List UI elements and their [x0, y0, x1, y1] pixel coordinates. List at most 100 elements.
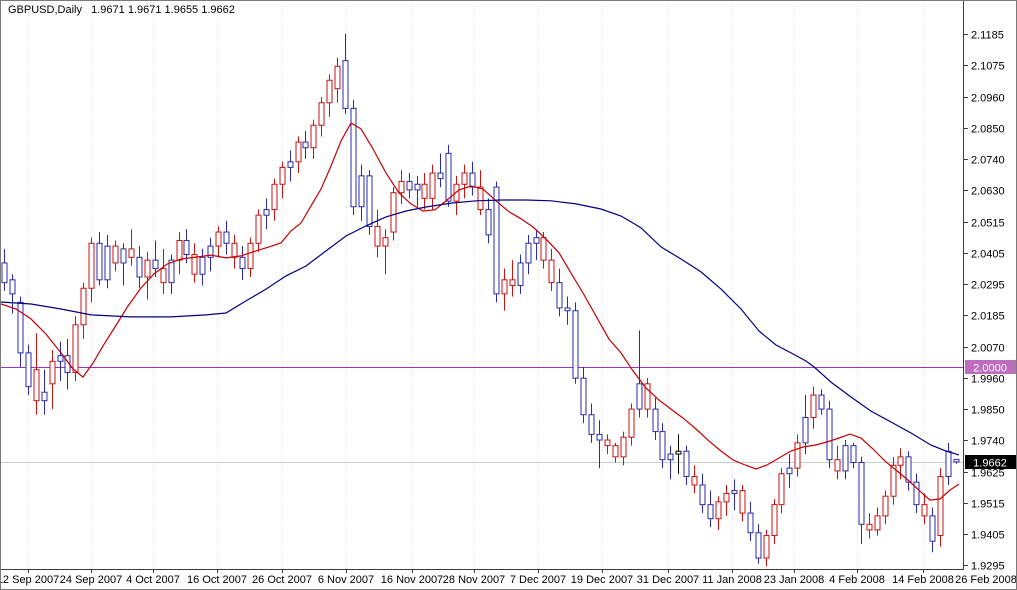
x-axis-label[interactable]: 7 Dec 2007: [510, 574, 566, 586]
candle-body: [604, 439, 611, 447]
candle-body: [556, 282, 563, 309]
candle-body: [461, 172, 468, 185]
candle-body: [263, 209, 270, 216]
y-axis-label: 1.9295: [971, 561, 1005, 573]
x-axis-label[interactable]: 4 Oct 2007: [126, 574, 180, 586]
candles-layer: [1, 33, 960, 567]
candle-body: [144, 259, 151, 278]
candle-body: [953, 458, 960, 463]
candle-body: [120, 248, 127, 264]
x-axis-label[interactable]: 16 Oct 2007: [187, 574, 247, 586]
candle-body: [501, 279, 508, 295]
candle-body: [707, 504, 714, 520]
candle-body: [80, 287, 87, 326]
candle-body: [231, 242, 238, 258]
candle-body: [469, 172, 476, 188]
candle-body: [390, 192, 397, 233]
candle-body: [802, 417, 809, 444]
candle-body: [136, 256, 143, 278]
x-axis-label[interactable]: 12 Sep 2007: [1, 574, 59, 586]
candle-body: [675, 450, 682, 455]
candle-body: [25, 352, 32, 388]
candle-body: [366, 175, 373, 227]
candle-body: [350, 107, 357, 208]
candle-body: [382, 237, 389, 247]
candle-body: [49, 360, 56, 385]
y-axis-label: 1.9850: [971, 405, 1005, 417]
candle-body: [112, 245, 119, 264]
x-axis-label[interactable]: 4 Feb 2008: [829, 574, 885, 586]
x-axis-label[interactable]: 19 Dec 2007: [571, 574, 633, 586]
candle-body: [199, 256, 206, 275]
candle-body: [596, 433, 603, 441]
price-label-box: 1.9662: [965, 455, 1016, 470]
candle-body: [421, 183, 428, 199]
candle-body: [302, 141, 309, 149]
candle-body: [826, 408, 833, 461]
candle-body: [239, 256, 246, 270]
candle-body: [874, 515, 881, 531]
x-axis-label[interactable]: 6 Nov 2007: [318, 574, 374, 586]
candle-body: [572, 310, 579, 379]
candle-body: [318, 102, 325, 126]
y-axis-label: 1.9740: [971, 436, 1005, 448]
x-axis-label[interactable]: 26 Oct 2007: [252, 574, 312, 586]
candle-body: [699, 484, 706, 506]
candle-body: [485, 209, 492, 236]
candle-body: [160, 268, 167, 284]
x-axis-label[interactable]: 14 Feb 2008: [892, 574, 954, 586]
candle-body: [723, 492, 730, 503]
candle-body: [72, 324, 79, 374]
candle-body: [850, 445, 857, 463]
candle-body: [905, 456, 912, 483]
candle-body: [295, 141, 302, 163]
candle-body: [176, 239, 183, 261]
y-axis-label: 1.9960: [971, 374, 1005, 386]
price-label-box: 2.0000: [965, 360, 1016, 375]
candle-body: [588, 414, 595, 435]
candle-body: [279, 166, 286, 185]
candle-body: [437, 172, 444, 180]
y-axis-label: 1.9515: [971, 499, 1005, 511]
candle-body: [659, 431, 666, 461]
candle-body: [223, 231, 230, 244]
candle-body: [1, 262, 8, 284]
x-axis-label[interactable]: 31 Dec 2007: [637, 574, 699, 586]
candle-body: [564, 307, 571, 312]
x-axis-label[interactable]: 28 Nov 2007: [443, 574, 505, 586]
candle-body: [937, 476, 944, 537]
candle-body: [271, 183, 278, 211]
candle-body: [620, 436, 627, 458]
hline-layer: [1, 367, 963, 463]
candle-body: [842, 445, 849, 472]
candle-body: [755, 532, 762, 559]
candle-body: [929, 515, 936, 542]
y-axis-label: 2.0295: [971, 280, 1005, 292]
x-axis-label[interactable]: 24 Sep 2007: [60, 574, 122, 586]
price-label-bg: [965, 455, 1016, 469]
candle-body: [739, 490, 746, 514]
candle-body: [628, 408, 635, 438]
y-axis-label: 2.1075: [971, 61, 1005, 73]
candle-body: [818, 394, 825, 410]
price-label-text: 2.0000: [973, 363, 1007, 375]
x-axis-label[interactable]: 11 Jan 2008: [702, 574, 762, 586]
candle-body: [731, 490, 738, 494]
candle-body: [168, 259, 175, 284]
x-axis-label[interactable]: 16 Nov 2007: [381, 574, 443, 586]
y-axis-label: 1.9405: [971, 530, 1005, 542]
y-axis-label: 2.1185: [971, 30, 1004, 42]
candle-body: [310, 124, 317, 149]
x-axis-label[interactable]: 23 Jan 2008: [764, 574, 825, 586]
candle-body: [945, 450, 952, 478]
y-axis-label: 2.0185: [971, 311, 1005, 323]
candle-body: [445, 152, 452, 202]
y-axis-label: 2.0850: [971, 124, 1005, 136]
x-axis-label[interactable]: 26 Feb 2008: [955, 574, 1016, 586]
candle-body: [890, 464, 897, 497]
candle-body: [191, 254, 198, 275]
candle-body: [33, 369, 40, 402]
